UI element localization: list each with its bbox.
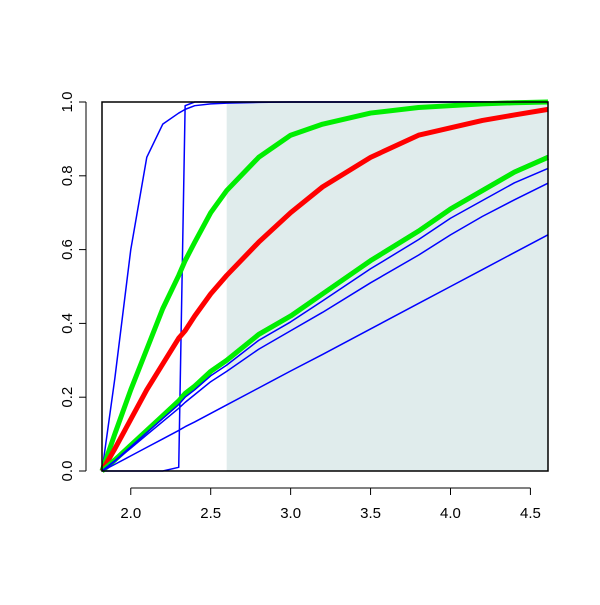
y-tick-label: 0.2 [59, 387, 76, 408]
plot-frame [101, 101, 549, 472]
shaded-region [226, 102, 548, 471]
series-line [101, 234, 549, 472]
y-tick-label: 1.0 [59, 92, 76, 113]
series-line [100, 155, 550, 473]
series-line [101, 182, 549, 472]
x-tick-label: 4.5 [520, 505, 541, 522]
x-tick-label: 4.0 [440, 505, 461, 522]
y-tick-label: 0.8 [59, 165, 76, 186]
series-line [99, 106, 549, 473]
y-tick-label: 0.6 [59, 239, 76, 260]
x-tick-label: 3.0 [280, 505, 301, 522]
x-tick-label: 2.0 [120, 505, 141, 522]
x-tick-label: 2.5 [200, 505, 221, 522]
y-tick-label: 0.0 [59, 461, 76, 482]
y-tick-label: 0.4 [59, 313, 76, 334]
x-tick-label: 3.5 [360, 505, 381, 522]
series-line [99, 99, 549, 472]
series-line [101, 167, 549, 472]
